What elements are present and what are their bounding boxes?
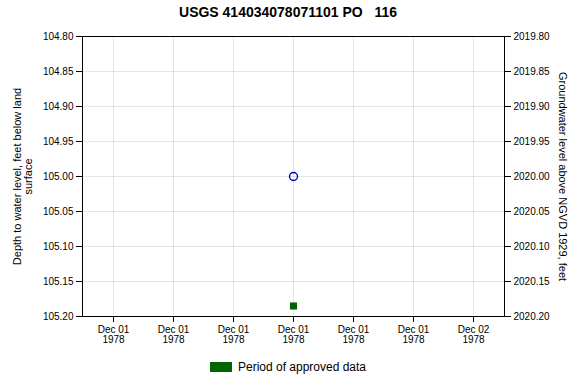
- svg-text:Dec 011978: Dec 011978: [98, 324, 130, 345]
- svg-text:Dec 011978: Dec 011978: [218, 324, 250, 345]
- svg-text:104.90: 104.90: [43, 101, 74, 112]
- svg-text:Dec 011978: Dec 011978: [338, 324, 370, 345]
- svg-text:2019.85: 2019.85: [514, 66, 551, 77]
- svg-text:105.05: 105.05: [43, 206, 74, 217]
- svg-text:105.00: 105.00: [43, 171, 74, 182]
- svg-text:Groundwater level above NGVD 1: Groundwater level above NGVD 1929, feet: [557, 72, 569, 281]
- svg-text:105.15: 105.15: [43, 276, 74, 287]
- svg-text:Dec 011978: Dec 011978: [278, 324, 310, 345]
- html-text:USGS 414034078071101 PO 116: USGS 414034078071101 PO 116: [179, 4, 397, 20]
- svg-text:105.10: 105.10: [43, 241, 74, 252]
- svg-text:Dec 021978: Dec 021978: [458, 324, 490, 345]
- svg-text:2020.15: 2020.15: [514, 276, 551, 287]
- svg-text:2019.95: 2019.95: [514, 136, 551, 147]
- svg-text:Depth to water level, feet bel: Depth to water level, feet below landsur…: [11, 88, 34, 265]
- svg-text:104.95: 104.95: [43, 136, 74, 147]
- svg-text:104.85: 104.85: [43, 66, 74, 77]
- svg-text:2019.90: 2019.90: [514, 101, 551, 112]
- html-text:Period of approved data: Period of approved data: [238, 360, 366, 374]
- svg-text:2020.20: 2020.20: [514, 311, 551, 322]
- svg-text:2020.00: 2020.00: [514, 171, 551, 182]
- svg-text:2020.10: 2020.10: [514, 241, 551, 252]
- svg-text:104.80: 104.80: [43, 31, 74, 42]
- svg-text:2019.80: 2019.80: [514, 31, 551, 42]
- svg-text:2020.05: 2020.05: [514, 206, 551, 217]
- svg-text:105.20: 105.20: [43, 311, 74, 322]
- svg-text:Dec 011978: Dec 011978: [158, 324, 190, 345]
- svg-text:Dec 011978: Dec 011978: [398, 324, 430, 345]
